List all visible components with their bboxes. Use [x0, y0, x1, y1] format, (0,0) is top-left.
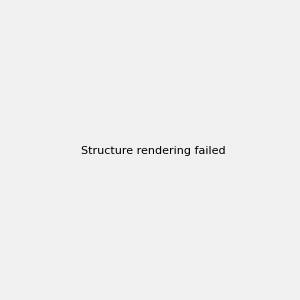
- Text: Structure rendering failed: Structure rendering failed: [81, 146, 226, 157]
